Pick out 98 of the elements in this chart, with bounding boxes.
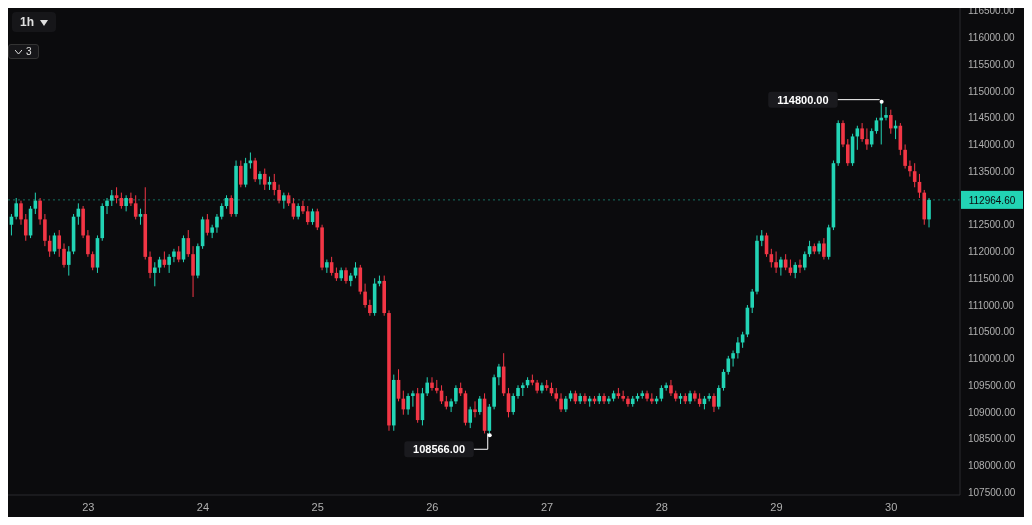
candlestick: [305, 205, 310, 226]
candlestick: [253, 157, 257, 183]
candlestick: [430, 376, 434, 392]
candlestick: [903, 143, 907, 170]
candlestick: [23, 213, 28, 242]
candlestick: [712, 392, 716, 413]
candlestick: [124, 194, 128, 212]
candlestick: [716, 384, 721, 410]
candlestick: [262, 168, 267, 191]
candlestick: [363, 283, 367, 309]
candlestick: [468, 406, 473, 429]
candlestick: [38, 197, 42, 226]
candlestick: [368, 299, 372, 317]
candlestick: [473, 400, 477, 418]
y-tick-label: 110500.00: [968, 326, 1015, 338]
candlestick: [167, 253, 171, 274]
candlestick: [258, 170, 262, 186]
x-tick-label: 28: [655, 500, 668, 513]
candlestick: [449, 398, 453, 413]
y-tick-label: 115500.00: [968, 58, 1015, 70]
y-tick-label: 112000.00: [968, 246, 1015, 258]
candlestick: [129, 192, 133, 207]
candlestick: [272, 173, 277, 196]
candlestick: [14, 197, 19, 220]
candlestick: [277, 184, 281, 204]
y-tick-label: 107500.00: [968, 486, 1016, 498]
candlestick: [148, 251, 152, 279]
candlestick: [602, 392, 606, 405]
candlestick: [736, 336, 740, 360]
candlestick: [798, 259, 802, 274]
text: 1h: [20, 15, 35, 29]
candlestick: [66, 245, 71, 277]
candlestick: [559, 392, 563, 413]
candlestick: [57, 229, 62, 258]
candlestick: [215, 213, 219, 234]
candlestick: [822, 237, 826, 261]
candlestick: [497, 363, 501, 386]
annotation: 114800.00: [777, 93, 829, 106]
x-tick-label: 27: [540, 500, 554, 513]
y-tick-label: 111000.00: [968, 299, 1015, 311]
candlestick: [583, 392, 587, 405]
x-tick-label: 23: [82, 500, 95, 513]
candlestick: [516, 384, 520, 400]
candlestick: [750, 288, 754, 314]
candlestick: [86, 229, 90, 258]
candlestick: [406, 392, 410, 416]
y-tick-label: 115000.00: [968, 85, 1015, 97]
candlestick: [325, 259, 329, 274]
y-tick-label: 114000.00: [968, 139, 1015, 151]
ref-line-label: 112964.60: [968, 194, 1016, 206]
candlestick: [411, 390, 415, 408]
candlestick: [731, 350, 735, 368]
candlestick: [105, 197, 109, 215]
candlestick: [865, 127, 869, 151]
x-tick-label: 25: [311, 500, 324, 513]
y-tick-label: 111500.00: [968, 272, 1015, 284]
y-tick-label: 116500.00: [968, 5, 1015, 17]
y-tick-label: 116000.00: [968, 31, 1015, 43]
candlestick: [908, 160, 912, 178]
candlestick: [478, 395, 482, 416]
candlestick: [927, 197, 931, 228]
y-tick-label: 109000.00: [968, 406, 1016, 418]
annotation: 108566.00: [413, 443, 466, 456]
y-tick-label: 110000.00: [968, 353, 1015, 365]
y-tick-label: 112500.00: [968, 219, 1015, 231]
x-tick-label: 24: [196, 500, 210, 513]
candlestick: [239, 160, 243, 188]
x-tick-label: 29: [770, 500, 783, 513]
candlestick: [229, 194, 234, 218]
candlestick: [62, 242, 66, 269]
candlestick: [153, 261, 157, 287]
candlestick: [425, 376, 430, 397]
candlestick: [779, 256, 783, 277]
candlestick: [802, 251, 807, 271]
y-tick-label: 114500.00: [968, 112, 1015, 124]
candlestick: [186, 229, 191, 258]
candlestick: [669, 379, 673, 397]
candlestick: [301, 200, 305, 215]
candlestick: [191, 245, 195, 298]
candlestick: [774, 251, 778, 274]
annotation: 3: [26, 46, 32, 57]
y-tick-label: 109500.00: [968, 379, 1016, 391]
x-tick-label: 30: [885, 500, 898, 513]
candlestick: [841, 119, 845, 148]
candlestick: [172, 248, 176, 263]
candlestick: [19, 200, 23, 226]
candlestick: [454, 384, 458, 405]
candlestick: [43, 213, 47, 247]
y-tick-label: 108000.00: [968, 460, 1016, 472]
candlestick: [860, 122, 864, 143]
candlestick: [511, 392, 516, 416]
candlestick: [889, 109, 893, 135]
y-tick-label: 113500.00: [968, 165, 1015, 177]
candlestick: [626, 395, 630, 408]
x-tick-label: 26: [426, 500, 439, 513]
candlestick: [845, 138, 850, 167]
y-tick-label: 108500.00: [968, 433, 1016, 445]
candlestick: [884, 106, 888, 121]
